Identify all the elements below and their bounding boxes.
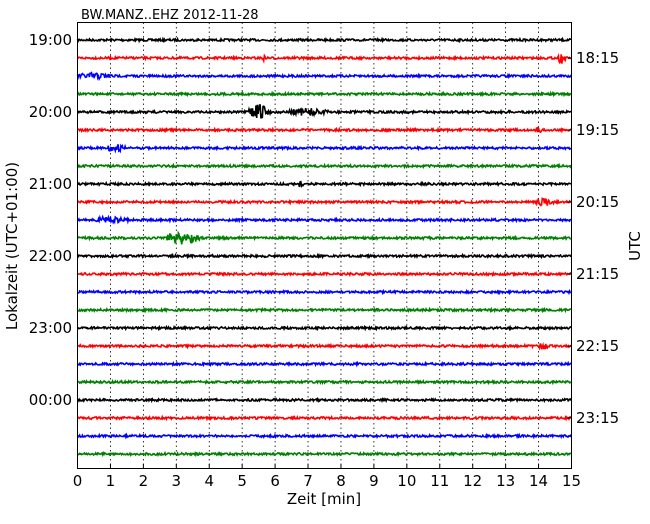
seismogram-trace — [77, 104, 572, 119]
seismogram-trace — [76, 143, 572, 154]
y-tick-label-left: 21:00 — [29, 175, 72, 193]
seismogram-trace — [76, 214, 572, 225]
seismogram-trace — [76, 197, 572, 207]
seismogram-trace — [76, 252, 572, 260]
x-tick-label: 3 — [172, 472, 182, 490]
x-tick-label: 11 — [430, 472, 449, 490]
seismogram-trace — [77, 270, 572, 278]
seismogram-trace — [77, 126, 572, 134]
chart-title: BW.MANZ..EHZ 2012-11-28 — [81, 8, 259, 23]
seismogram-trace — [76, 414, 572, 422]
y-tick-label-right: 18:15 — [576, 49, 619, 67]
x-tick-label: 15 — [562, 472, 581, 490]
plot-frame — [77, 22, 572, 469]
seismogram-trace — [77, 306, 572, 314]
y-tick-label-left: 19:00 — [29, 31, 72, 49]
y-tick-label-right: 22:15 — [576, 337, 619, 355]
x-tick-label: 2 — [139, 472, 149, 490]
x-tick-label: 9 — [369, 472, 379, 490]
y-tick-label-right: 19:15 — [576, 121, 619, 139]
x-tick-label: 5 — [237, 472, 247, 490]
seismogram-trace — [77, 378, 572, 386]
y-axis-label-right: UTC — [626, 231, 644, 261]
seismogram-trace — [76, 36, 572, 44]
x-tick-label: 10 — [397, 472, 416, 490]
y-tick-label-left: 22:00 — [29, 247, 72, 265]
plot-background — [77, 22, 572, 469]
seismogram-trace — [77, 396, 572, 404]
x-tick-label: 6 — [270, 472, 280, 490]
y-tick-label-right: 21:15 — [576, 265, 619, 283]
x-tick-label: 1 — [106, 472, 116, 490]
y-tick-label-right: 20:15 — [576, 193, 619, 211]
seismogram-trace — [77, 341, 572, 351]
x-tick-label: 13 — [496, 472, 515, 490]
y-tick-label-right: 23:15 — [576, 409, 619, 427]
y-tick-label-left: 00:00 — [29, 391, 72, 409]
x-tick-label: 4 — [204, 472, 214, 490]
seismogram-trace — [76, 71, 572, 82]
y-tick-label-left: 23:00 — [29, 319, 72, 337]
seismogram-trace — [76, 230, 572, 245]
seismogram-trace — [76, 162, 572, 170]
seismogram-trace — [77, 288, 572, 296]
seismogram-trace — [76, 360, 572, 368]
x-tick-label: 8 — [336, 472, 346, 490]
x-tick-label: 7 — [303, 472, 313, 490]
x-tick-label: 14 — [529, 472, 548, 490]
y-tick-label-left: 20:00 — [29, 103, 72, 121]
seismogram-trace — [76, 53, 572, 65]
seismogram-trace — [77, 432, 572, 440]
x-tick-label: 0 — [73, 472, 83, 490]
x-tick-label: 12 — [463, 472, 482, 490]
x-axis-label: Zeit [min] — [287, 490, 361, 508]
seismogram-trace — [77, 180, 572, 189]
seismogram-trace — [76, 450, 572, 458]
seismogram-trace — [76, 90, 572, 98]
y-axis-label-left: Lokalzeit (UTC+01:00) — [3, 162, 21, 330]
seismogram-trace — [77, 324, 571, 332]
